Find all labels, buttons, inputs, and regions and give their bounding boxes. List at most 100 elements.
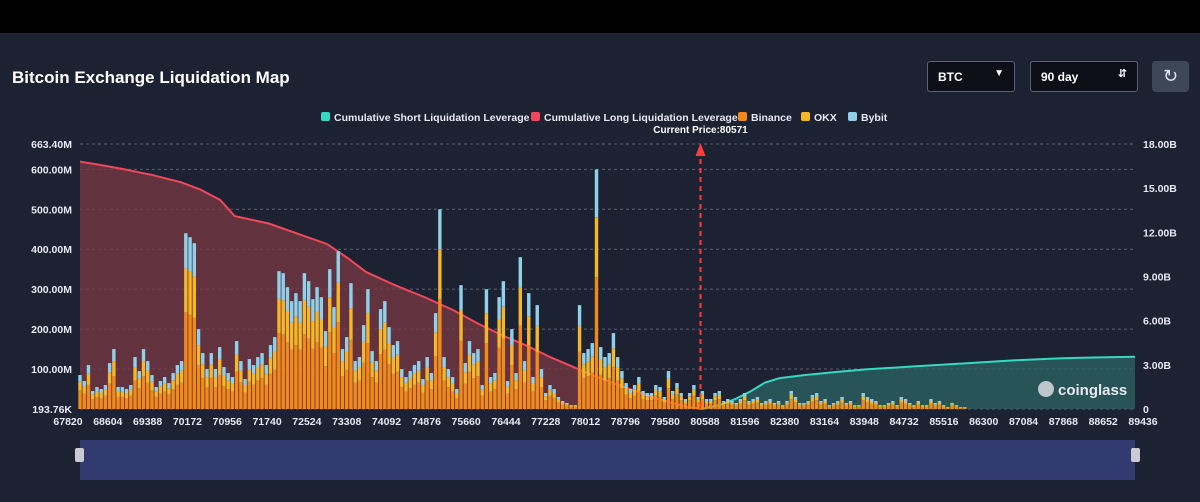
bar-okx xyxy=(201,364,205,379)
bar-okx xyxy=(683,401,688,404)
bar-okx xyxy=(408,378,412,389)
x-tick: 70172 xyxy=(173,416,202,428)
bar-okx xyxy=(243,385,247,393)
bar-bybit xyxy=(243,379,247,386)
bar-bybit xyxy=(755,397,760,400)
bar-okx xyxy=(819,402,823,405)
bar-okx xyxy=(319,319,324,348)
bar-okx xyxy=(717,394,721,400)
bar-okx xyxy=(895,405,899,407)
bar-binance xyxy=(721,404,726,409)
bar-okx xyxy=(620,378,624,389)
bar-binance xyxy=(154,396,158,409)
bar-bybit xyxy=(366,289,370,314)
bar-binance xyxy=(569,406,573,409)
bar-okx xyxy=(472,364,476,379)
bar-bybit xyxy=(95,387,99,392)
bar-okx xyxy=(387,343,391,364)
bar-binance xyxy=(535,351,539,409)
bar-okx xyxy=(450,383,455,392)
bar-okx xyxy=(840,399,844,403)
bar-bybit xyxy=(577,305,582,326)
bar-okx xyxy=(556,399,561,403)
bar-binance xyxy=(751,403,755,409)
coin-select[interactable]: BTC ▼ xyxy=(927,61,1015,92)
bar-bybit xyxy=(539,369,544,378)
bar-bybit xyxy=(836,401,840,403)
bar-binance xyxy=(459,340,463,409)
bar-bybit xyxy=(433,313,438,333)
bar-okx xyxy=(247,369,252,382)
bar-binance xyxy=(488,391,493,409)
bar-bybit xyxy=(899,397,904,400)
bar-binance xyxy=(493,389,497,409)
bar-okx xyxy=(908,404,912,406)
zoom-slider-handle-left[interactable] xyxy=(75,448,84,462)
bar-okx xyxy=(645,396,650,401)
bar-okx xyxy=(675,388,679,395)
bar-okx xyxy=(345,351,349,370)
bar-binance xyxy=(802,405,806,409)
bar-bybit xyxy=(692,385,696,390)
bar-okx xyxy=(721,402,726,405)
bar-binance xyxy=(789,399,793,409)
bar-bybit xyxy=(510,329,514,346)
bar-okx xyxy=(950,404,954,406)
bar-binance xyxy=(425,380,429,409)
bar-binance xyxy=(171,389,175,409)
x-tick: 87084 xyxy=(1009,416,1038,428)
bar-okx xyxy=(107,372,112,384)
bar-binance xyxy=(268,373,273,409)
bar-okx xyxy=(281,300,285,335)
bar-okx xyxy=(632,389,637,396)
bar-bybit xyxy=(717,391,721,395)
bar-binance xyxy=(103,395,108,409)
bar-okx xyxy=(112,361,116,377)
bar-okx xyxy=(903,401,908,404)
zoom-slider-handle-right[interactable] xyxy=(1131,448,1140,462)
bar-okx xyxy=(709,401,713,404)
bar-okx xyxy=(129,389,133,396)
bar-bybit xyxy=(383,301,387,323)
bar-binance xyxy=(772,405,777,409)
bar-binance xyxy=(560,404,565,409)
bar-okx xyxy=(518,287,522,326)
bar-bybit xyxy=(738,399,743,402)
bar-binance xyxy=(692,395,696,409)
x-tick: 84732 xyxy=(890,416,919,428)
bar-bybit xyxy=(726,399,730,402)
bar-bybit xyxy=(484,289,489,314)
bar-okx xyxy=(941,405,946,407)
bar-bybit xyxy=(848,401,853,403)
bar-okx xyxy=(920,405,925,407)
page-title: Bitcoin Exchange Liquidation Map xyxy=(12,68,290,87)
bar-binance xyxy=(831,405,836,409)
bar-bybit xyxy=(713,393,717,397)
bar-binance xyxy=(472,378,476,409)
refresh-button[interactable]: ↻ xyxy=(1152,61,1189,92)
bar-bybit xyxy=(831,403,836,405)
bar-bybit xyxy=(429,373,434,381)
bar-okx xyxy=(781,405,785,407)
bar-bybit xyxy=(891,401,895,403)
bar-okx xyxy=(861,396,865,401)
bar-okx xyxy=(294,316,298,346)
y-left-tick: 663.40M xyxy=(31,139,72,151)
x-tick: 83164 xyxy=(810,416,839,428)
bar-okx xyxy=(569,405,573,407)
bar-bybit xyxy=(340,349,345,362)
bar-bybit xyxy=(840,397,844,400)
bar-binance xyxy=(370,377,374,409)
bar-okx xyxy=(383,322,387,350)
bar-bybit xyxy=(599,347,603,360)
bar-bybit xyxy=(607,353,611,365)
bar-binance xyxy=(463,383,467,409)
bar-bybit xyxy=(789,391,793,395)
bar-bybit xyxy=(560,401,565,403)
bar-okx xyxy=(438,249,442,300)
bar-okx xyxy=(336,282,340,323)
zoom-slider-track[interactable] xyxy=(80,440,1135,480)
bar-bybit xyxy=(543,393,548,397)
range-select[interactable]: 90 day ⇵ xyxy=(1030,61,1138,92)
bar-bybit xyxy=(654,385,658,390)
